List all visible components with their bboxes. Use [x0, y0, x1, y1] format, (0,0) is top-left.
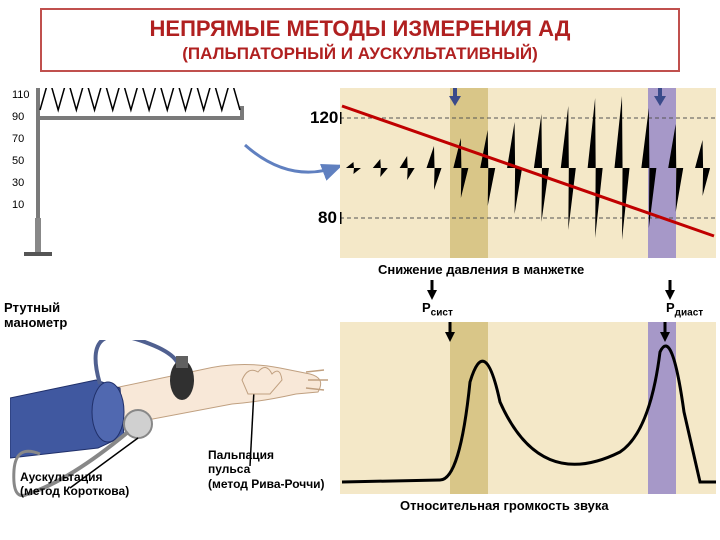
label-120: 120 — [310, 108, 338, 128]
cuff-pressure-label: Снижение давления в манжетке — [378, 262, 584, 277]
p-label: P — [666, 300, 675, 315]
p-label: P — [422, 300, 431, 315]
p-sub: диаст — [675, 308, 704, 319]
sound-loudness-chart — [340, 322, 716, 494]
auscultation-label: Аускультация(метод Короткова) — [20, 470, 129, 499]
manometer-label: Ртутныйманометр — [4, 300, 67, 330]
mercury-chart: 110 90 70 50 30 10 — [10, 88, 250, 258]
svg-text:110: 110 — [12, 89, 30, 101]
svg-text:90: 90 — [12, 111, 24, 123]
title-box: НЕПРЯМЫЕ МЕТОДЫ ИЗМЕРЕНИЯ АД (ПАЛЬПАТОРН… — [40, 8, 680, 72]
title-main: НЕПРЯМЫЕ МЕТОДЫ ИЗМЕРЕНИЯ АД — [52, 16, 668, 42]
p-systolic-label: Pсист — [422, 300, 453, 319]
p-sub: сист — [431, 308, 453, 319]
p-diastolic-label: Pдиаст — [666, 300, 703, 319]
title-sub: (ПАЛЬПАТОРНЫЙ И АУСКУЛЬТАТИВНЫЙ) — [52, 44, 668, 64]
arm-illustration — [10, 340, 350, 540]
svg-text:10: 10 — [12, 199, 24, 211]
label-80: 80 — [318, 208, 337, 228]
palpation-label: Пальпацияпульса(метод Рива-Роччи) — [208, 448, 325, 491]
svg-text:50: 50 — [12, 155, 24, 167]
svg-text:30: 30 — [12, 177, 24, 189]
curve-arrow — [240, 140, 350, 200]
svg-text:70: 70 — [12, 133, 24, 145]
p-arrows — [340, 280, 716, 302]
loudness-label: Относительная громкость звука — [400, 498, 609, 513]
oscillation-chart — [340, 88, 716, 258]
